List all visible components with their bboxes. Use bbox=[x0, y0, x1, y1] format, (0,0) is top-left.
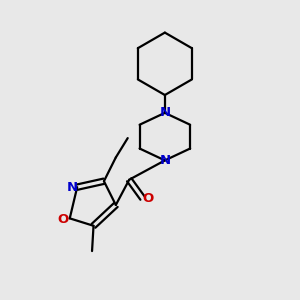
Text: O: O bbox=[58, 213, 69, 226]
Text: N: N bbox=[66, 181, 77, 194]
Text: O: O bbox=[142, 192, 154, 205]
Text: N: N bbox=[159, 154, 170, 167]
Text: N: N bbox=[159, 106, 170, 119]
